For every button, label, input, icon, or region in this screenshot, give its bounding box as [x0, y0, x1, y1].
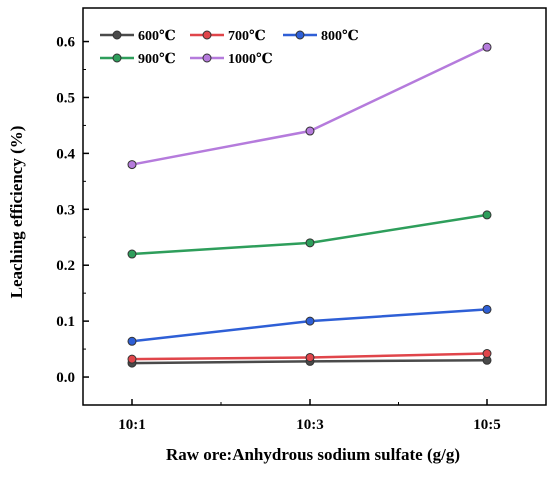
legend-marker: [202, 53, 212, 63]
data-point: [127, 336, 137, 346]
legend-marker: [202, 30, 212, 40]
y-tick-label: 0.3: [56, 202, 75, 218]
y-tick-label: 0.5: [56, 90, 75, 106]
legend-label: 800℃: [321, 29, 359, 44]
data-point: [305, 352, 315, 362]
data-point: [127, 354, 137, 364]
data-point: [305, 316, 315, 326]
data-point: [127, 160, 137, 170]
data-point: [482, 304, 492, 314]
legend-marker: [295, 30, 305, 40]
y-tick-label: 0.6: [56, 35, 75, 51]
data-point: [482, 42, 492, 52]
legend-label: 900℃: [138, 52, 176, 67]
series-line-3: [131, 213, 488, 256]
legend-marker: [112, 53, 122, 63]
data-point: [305, 126, 315, 136]
data-point: [482, 210, 492, 220]
y-tick-label: 0.1: [56, 314, 75, 330]
legend-label: 600℃: [138, 29, 176, 44]
legend-label: 700℃: [228, 29, 266, 44]
series-line-4: [131, 46, 488, 166]
legend-marker: [112, 30, 122, 40]
legend-label: 1000℃: [228, 52, 273, 67]
y-tick-label: 0.0: [56, 370, 75, 386]
plot-frame: [82, 7, 547, 406]
data-point: [127, 249, 137, 259]
data-point: [305, 238, 315, 248]
x-tick-label: 10:1: [118, 417, 146, 433]
data-point: [482, 349, 492, 359]
y-tick-label: 0.4: [56, 146, 75, 162]
x-tick-label: 10:3: [296, 417, 324, 433]
x-axis-title: Raw ore:Anhydrous sodium sulfate (g/g): [166, 445, 460, 464]
x-tick-label: 10:5: [473, 417, 501, 433]
plot-area: 0.0 0.1 0.2 0.3 0.4 0.5 0.6 10:1 10:3 10:5: [56, 7, 547, 433]
y-tick-label: 0.2: [56, 258, 75, 274]
y-axis-title: Leaching efficiency (%): [7, 126, 26, 299]
legend: 600℃ 700℃ 800℃ 900℃ 1000℃: [100, 29, 359, 67]
